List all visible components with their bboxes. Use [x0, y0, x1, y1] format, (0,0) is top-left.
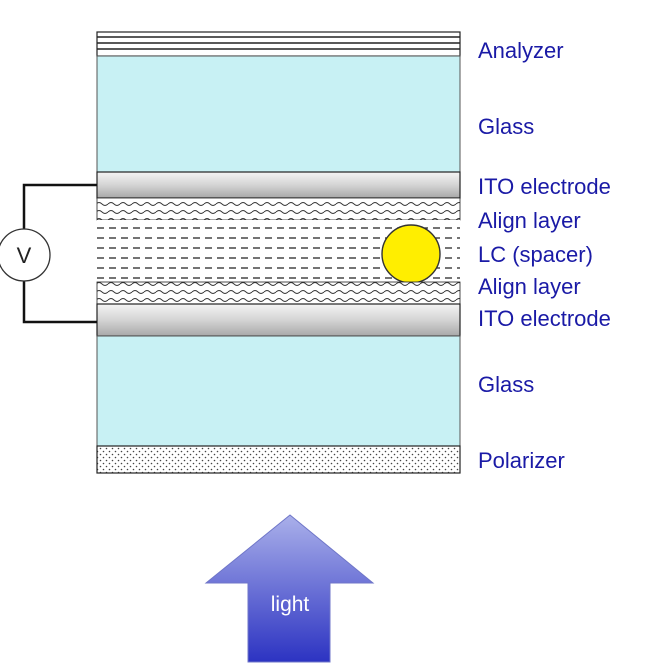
voltmeter-label: V	[17, 243, 32, 268]
spacer-ball	[381, 224, 441, 284]
label-align-layer-top: Align layer	[478, 208, 581, 233]
light-arrow-label: light	[271, 593, 310, 616]
label-lc-spacer: LC (spacer)	[478, 242, 593, 267]
label-ito-electrode-top: ITO electrode	[478, 174, 611, 199]
circuit-wire	[22, 183, 97, 324]
polarizer-layer	[96, 445, 461, 474]
analyzer-layer	[96, 31, 461, 57]
ito-electrode-top-layer	[96, 171, 461, 199]
glass-bottom-layer	[96, 335, 461, 447]
label-analyzer: Analyzer	[478, 38, 564, 63]
label-ito-electrode-bottom: ITO electrode	[478, 306, 611, 331]
align-layer-top	[96, 197, 461, 221]
light-arrow-shape	[204, 514, 375, 663]
glass-top-layer	[96, 55, 461, 173]
align-layer-bottom	[96, 281, 461, 305]
voltmeter-circle	[0, 228, 51, 282]
label-polarizer: Polarizer	[478, 448, 565, 473]
label-glass-bottom: Glass	[478, 372, 534, 397]
ito-electrode-bottom-layer	[96, 303, 461, 337]
light-arrow: light	[204, 514, 375, 663]
label-align-layer-bottom: Align layer	[478, 274, 581, 299]
layer-labels: Analyzer Glass ITO electrode Align layer…	[478, 38, 611, 473]
label-glass-top: Glass	[478, 114, 534, 139]
voltmeter: V	[0, 228, 51, 282]
